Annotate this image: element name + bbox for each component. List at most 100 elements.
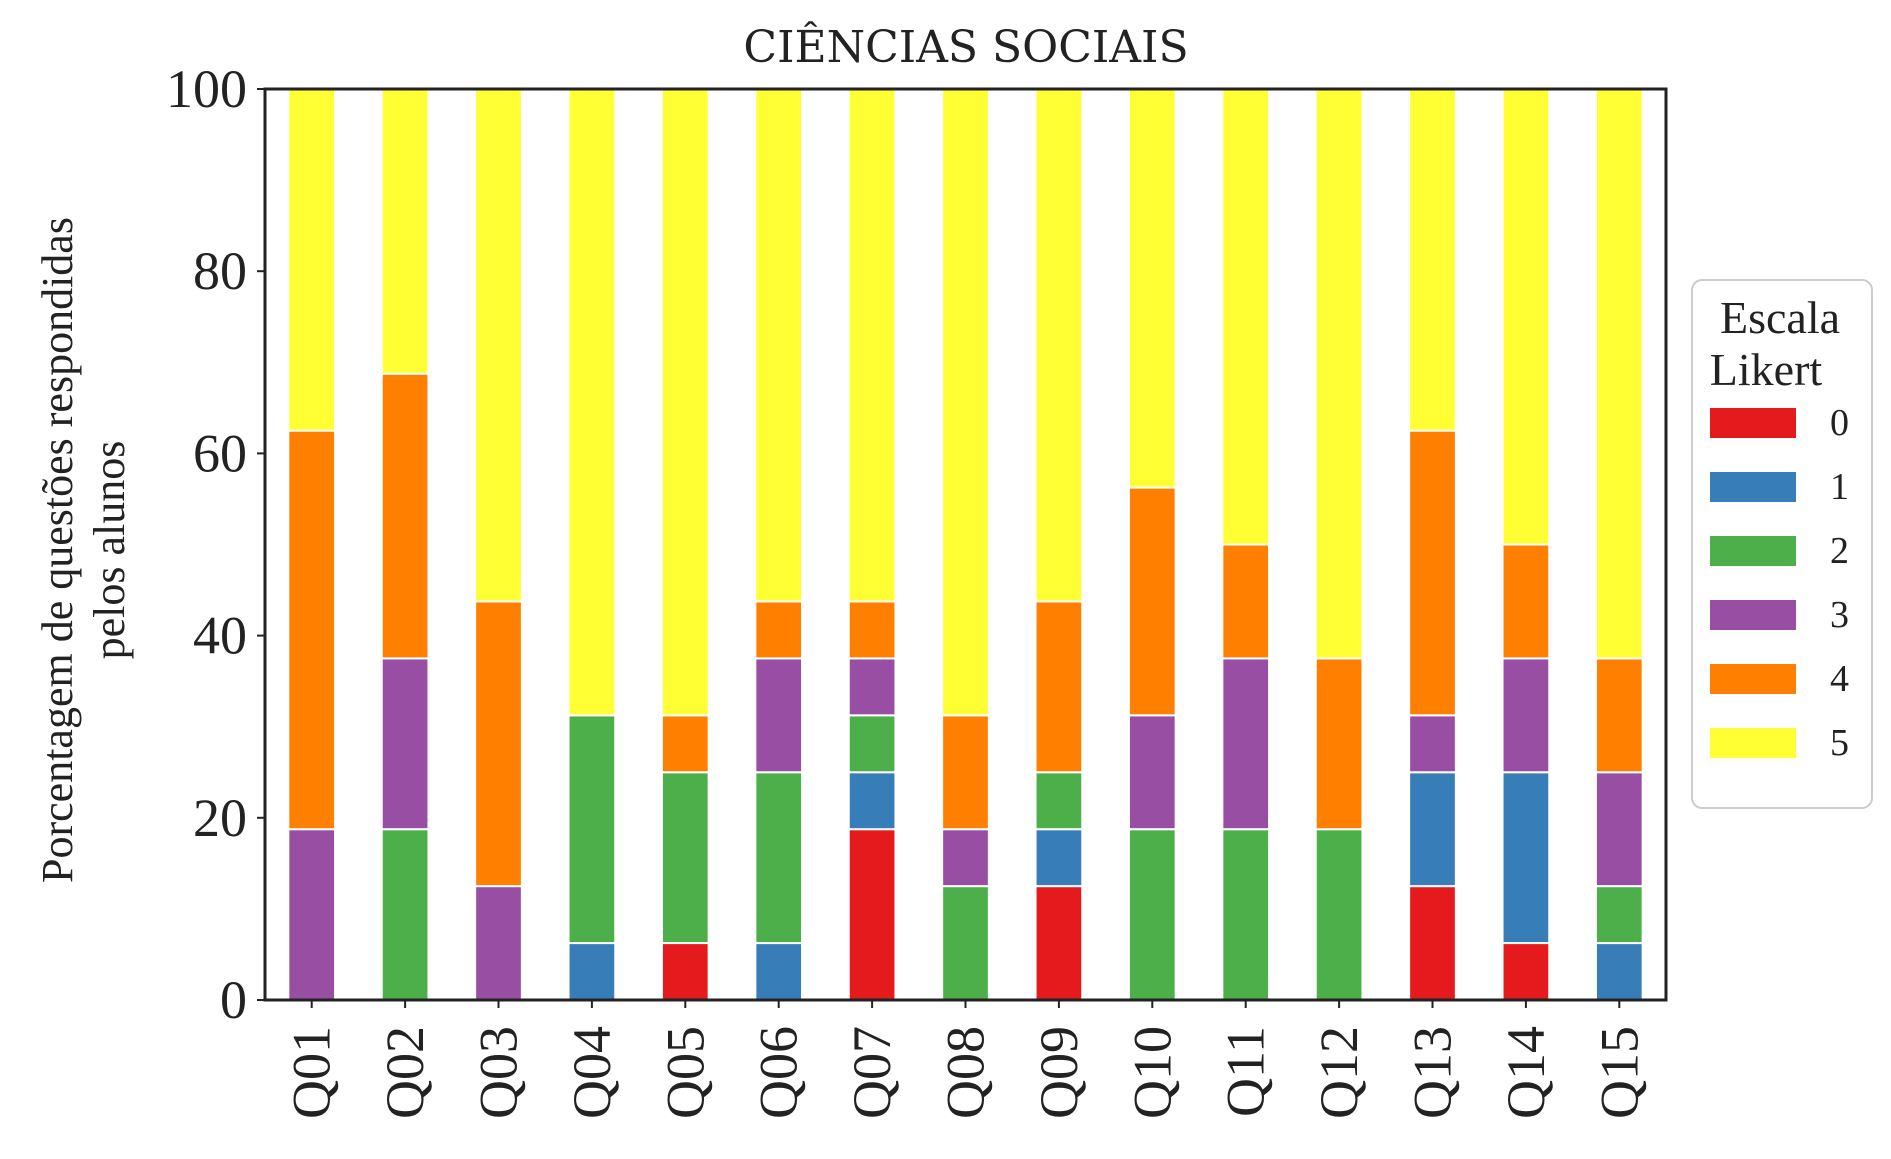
legend: Escala Likert 0 1 2 3 4 5 [1691, 279, 1873, 809]
bar-q03-likert-3 [474, 885, 523, 1001]
bar-q06-likert-3 [754, 657, 804, 774]
bar-q09-likert-0 [1034, 885, 1084, 1001]
bar-q11-likert-2 [1221, 828, 1271, 1001]
bar-q14-likert-5 [1501, 88, 1551, 546]
bar-q03-likert-4 [474, 600, 523, 888]
bar-q01-likert-5 [287, 88, 337, 432]
legend-label-4: 4 [1830, 658, 1849, 700]
bar-q13-likert-0 [1408, 885, 1457, 1001]
bar-q02-likert-4 [380, 372, 430, 660]
x-tick-label-q05: Q05 [655, 1026, 715, 1119]
bar-q06-likert-2 [754, 771, 804, 945]
x-tick-label-q14: Q14 [1496, 1026, 1556, 1119]
y-axis-label-line-1: Porcentagem de questões respondidas [33, 217, 82, 883]
bar-q05-likert-2 [660, 771, 710, 945]
bar-q03-likert-5 [474, 88, 523, 603]
bar-q14-likert-1 [1501, 771, 1551, 945]
bar-q11-likert-3 [1221, 657, 1271, 831]
bar-q15-likert-2 [1594, 885, 1644, 945]
chart-title: CIÊNCIAS SOCIAIS [743, 20, 1188, 73]
bar-q05-likert-0 [660, 942, 710, 1001]
bar-q13-likert-4 [1408, 429, 1457, 717]
legend-title-line-1: Escala [1720, 292, 1840, 343]
bar-q10-likert-3 [1127, 714, 1177, 831]
x-tick-label-q10: Q10 [1122, 1026, 1182, 1119]
bar-q15-likert-5 [1594, 88, 1644, 660]
bar-q14-likert-3 [1501, 657, 1551, 774]
legend-label-1: 1 [1830, 466, 1849, 508]
x-tick-label-q11: Q11 [1216, 1026, 1276, 1117]
legend-label-0: 0 [1830, 402, 1849, 444]
bar-q07-likert-3 [847, 657, 897, 717]
bar-q10-likert-2 [1127, 828, 1177, 1001]
bar-q11-likert-5 [1221, 88, 1271, 546]
bar-q05-likert-4 [660, 714, 710, 774]
bar-q15-likert-4 [1594, 657, 1644, 774]
bar-q02-likert-2 [380, 828, 430, 1001]
bar-q06-likert-1 [754, 942, 804, 1001]
bar-q07-likert-2 [847, 714, 897, 774]
bar-q02-likert-5 [380, 88, 430, 375]
y-axis-ticks: 0 20 40 60 80 100 [166, 59, 265, 1030]
bar-q07-likert-1 [847, 771, 897, 831]
bar-q11-likert-4 [1221, 543, 1271, 660]
bars-layer [287, 88, 1644, 1001]
x-tick-label-q07: Q07 [842, 1026, 902, 1119]
y-tick-label-20: 20 [193, 788, 247, 848]
y-axis-label-line-2: pelos alunos [85, 441, 134, 660]
y-axis-label: Porcentagem de questões respondidas pelo… [33, 217, 134, 883]
bar-q05-likert-5 [660, 88, 710, 717]
legend-swatch-0 [1710, 408, 1796, 438]
bar-q02-likert-3 [380, 657, 430, 831]
x-tick-label-q12: Q12 [1309, 1026, 1369, 1119]
x-tick-label-q13: Q13 [1403, 1026, 1463, 1119]
y-tick-label-40: 40 [193, 606, 247, 666]
x-tick-label-q01: Q01 [282, 1026, 342, 1119]
y-tick-label-60: 60 [193, 423, 247, 483]
bar-q13-likert-5 [1408, 88, 1457, 432]
bar-q09-likert-5 [1034, 88, 1084, 603]
bar-q01-likert-3 [287, 828, 337, 1001]
x-tick-label-q15: Q15 [1589, 1026, 1649, 1119]
bar-q12-likert-2 [1314, 828, 1364, 1001]
x-tick-label-q02: Q02 [375, 1026, 435, 1119]
legend-swatch-2 [1710, 536, 1796, 566]
bar-q06-likert-5 [754, 88, 804, 603]
bar-q12-likert-4 [1314, 657, 1364, 831]
legend-title-line-2: Likert [1710, 344, 1823, 395]
bar-q13-likert-1 [1408, 771, 1457, 888]
bar-q04-likert-5 [567, 88, 617, 717]
bar-q08-likert-4 [941, 714, 990, 831]
bar-q04-likert-2 [567, 714, 617, 945]
bar-q10-likert-4 [1127, 486, 1177, 717]
bar-q07-likert-0 [847, 828, 897, 1001]
legend-swatch-4 [1710, 664, 1796, 694]
bar-q08-likert-5 [941, 88, 990, 717]
y-tick-label-80: 80 [193, 241, 247, 301]
bar-q13-likert-3 [1408, 714, 1457, 774]
legend-label-3: 3 [1830, 594, 1849, 636]
x-tick-label-q04: Q04 [562, 1026, 622, 1119]
bar-q14-likert-4 [1501, 543, 1551, 660]
bar-q12-likert-5 [1314, 88, 1364, 660]
x-tick-label-q03: Q03 [469, 1026, 529, 1119]
bar-q06-likert-4 [754, 600, 804, 660]
bar-q09-likert-1 [1034, 828, 1084, 888]
x-tick-label-q06: Q06 [749, 1026, 809, 1119]
bar-q08-likert-2 [941, 885, 990, 1001]
legend-swatch-3 [1710, 600, 1796, 630]
bar-q15-likert-3 [1594, 771, 1644, 888]
y-tick-label-0: 0 [220, 970, 247, 1030]
x-tick-label-q08: Q08 [936, 1026, 996, 1119]
bar-q10-likert-5 [1127, 88, 1177, 489]
legend-label-5: 5 [1830, 722, 1849, 764]
legend-swatch-5 [1710, 728, 1796, 758]
bar-q15-likert-1 [1594, 942, 1644, 1001]
legend-entries: 0 1 2 3 4 5 [1710, 402, 1849, 764]
bar-q04-likert-1 [567, 942, 617, 1001]
bar-q09-likert-2 [1034, 771, 1084, 831]
bar-q07-likert-4 [847, 600, 897, 660]
x-tick-label-q09: Q09 [1029, 1026, 1089, 1119]
legend-label-2: 2 [1830, 530, 1849, 572]
bar-q07-likert-5 [847, 88, 897, 603]
